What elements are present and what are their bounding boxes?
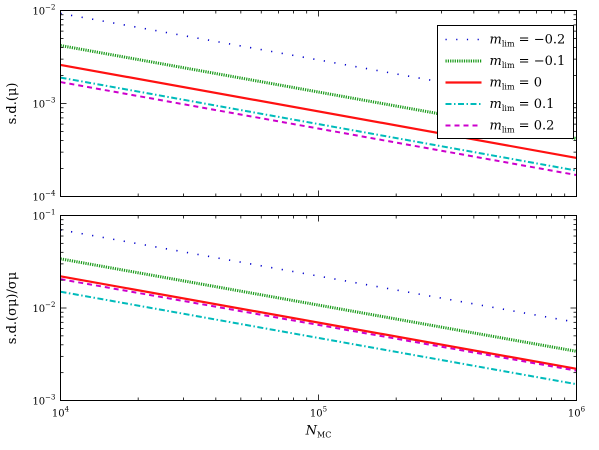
y-tick-mantissa: 10 <box>32 100 45 111</box>
legend-var: m <box>490 76 502 91</box>
series-line-2 <box>60 275 577 370</box>
legend-label-0: mlim = −0.2 <box>490 33 566 49</box>
x-tick-mantissa: 10 <box>568 409 581 420</box>
legend-var: m <box>490 33 502 48</box>
x-tick-exponent: 5 <box>323 406 327 414</box>
y-tick-exponent: −2 <box>45 4 55 12</box>
y-tick-label: 10−3 <box>32 97 55 111</box>
legend-sub: lim <box>502 126 515 135</box>
x-tick-label: 105 <box>310 406 327 420</box>
y-tick-mantissa: 10 <box>32 397 45 408</box>
x-tick-mantissa: 10 <box>52 409 65 420</box>
series-line-4 <box>60 81 577 177</box>
y-tick-label: 10−4 <box>32 190 56 204</box>
series-line-0 <box>60 229 577 324</box>
legend-sub: lim <box>502 104 515 113</box>
series-line-2 <box>60 63 577 159</box>
legend-sub: lim <box>502 40 515 49</box>
legend-value: = 0 <box>515 76 542 91</box>
legend-value: = −0.2 <box>515 33 566 48</box>
y-tick-mantissa: 10 <box>32 304 45 315</box>
y-tick-exponent: −2 <box>45 301 55 309</box>
x-axis-label: NMC <box>305 424 332 440</box>
bottom-xlabel: NMC <box>305 424 332 440</box>
x-tick-label: 106 <box>568 406 586 420</box>
x-tick-mantissa: 10 <box>310 409 323 420</box>
bottom-series-layer <box>60 229 577 386</box>
x-axis-label-main: N <box>305 424 318 439</box>
bottom-plot-frame <box>60 215 577 401</box>
y-tick-exponent: −3 <box>45 97 55 105</box>
y-tick-mantissa: 10 <box>32 212 45 223</box>
legend-label-1: mlim = −0.1 <box>490 54 566 70</box>
legend-sub: lim <box>502 61 515 70</box>
legend-value: = 0.2 <box>515 119 555 134</box>
legend-label-2: mlim = 0 <box>490 76 542 92</box>
legend-var: m <box>490 54 502 69</box>
bottom-ylabel: s.d.(σμ)/σμ <box>5 272 20 344</box>
legend-label-4: mlim = 0.2 <box>490 119 555 135</box>
legend-value: = −0.1 <box>515 54 566 69</box>
y-axis-label: s.d.(μ) <box>5 83 20 125</box>
legend-var: m <box>490 119 502 134</box>
y-tick-label: 10−2 <box>32 4 55 18</box>
y-tick-label: 10−1 <box>32 209 55 223</box>
x-tick-exponent: 6 <box>581 406 586 414</box>
x-axis-label-sub: MC <box>317 431 331 440</box>
top-series-layer <box>60 12 577 177</box>
x-tick-exponent: 4 <box>65 406 70 414</box>
top-ylabel: s.d.(μ) <box>5 83 20 125</box>
y-tick-mantissa: 10 <box>32 7 45 18</box>
y-tick-label: 10−2 <box>32 301 55 315</box>
y-tick-exponent: −4 <box>45 190 56 198</box>
y-tick-exponent: −3 <box>45 394 55 402</box>
series-line-4 <box>60 278 577 372</box>
legend-var: m <box>490 97 502 112</box>
x-tick-label: 104 <box>52 406 70 420</box>
y-axis-label: s.d.(σμ)/σμ <box>5 272 20 344</box>
y-tick-exponent: −1 <box>45 209 55 217</box>
legend-label-3: mlim = 0.1 <box>490 97 555 113</box>
y-tick-mantissa: 10 <box>32 193 45 204</box>
top-plot-frame <box>60 10 577 197</box>
legend-value: = 0.1 <box>515 97 555 112</box>
y-tick-label: 10−3 <box>32 394 55 408</box>
legend-sub: lim <box>502 83 515 92</box>
